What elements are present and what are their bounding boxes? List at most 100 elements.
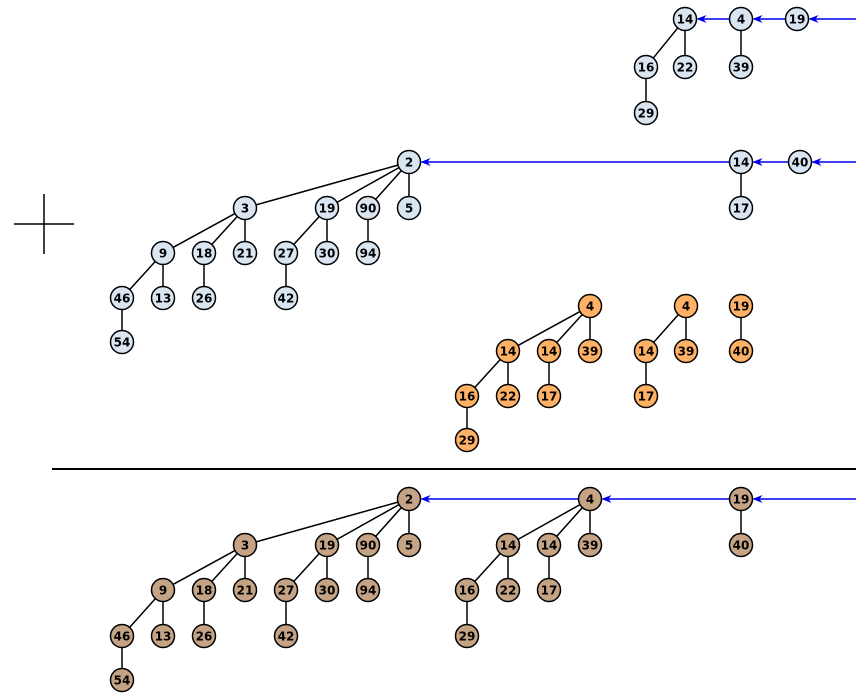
heap-node-d19b: 19 (728, 486, 754, 512)
node-circle (232, 532, 258, 558)
heap-node-d16: 16 (454, 577, 480, 603)
node-circle (273, 577, 299, 603)
tree-edges (121, 27, 742, 669)
node-key: 27 (278, 246, 295, 260)
node-key: 29 (638, 106, 655, 120)
node-key: 5 (405, 538, 413, 552)
node-key: 16 (638, 60, 655, 74)
node-key: 4 (737, 12, 745, 26)
node-key: 19 (319, 538, 336, 552)
node-key: 9 (159, 246, 167, 260)
node-key: 14 (733, 155, 750, 169)
node-circle (150, 285, 176, 311)
node-circle (536, 383, 562, 409)
tree-edge (336, 166, 400, 204)
tree-edge (556, 313, 583, 344)
node-circle (577, 293, 603, 319)
node-key: 54 (114, 335, 131, 349)
node-circle (633, 100, 659, 126)
node-key: 18 (196, 246, 213, 260)
node-circle (728, 149, 754, 175)
node-circle (232, 577, 258, 603)
tree-edge (211, 215, 238, 246)
tree-edge (172, 549, 236, 586)
node-key: 19 (733, 492, 750, 506)
heap-node-d90: 90 (355, 532, 381, 558)
tree-edge (129, 260, 156, 291)
heap-node-d14b: 14 (536, 532, 562, 558)
node-circle (191, 577, 217, 603)
node-key: 4 (586, 492, 594, 506)
node-key: 26 (196, 629, 213, 643)
tree-edge (517, 310, 581, 347)
tree-edge (293, 215, 320, 246)
node-circle (728, 338, 754, 364)
node-circle (536, 577, 562, 603)
tree-edge (172, 212, 236, 249)
node-key: 39 (582, 344, 599, 358)
node-key: 13 (155, 291, 172, 305)
node-circle (150, 577, 176, 603)
heap-node-d39: 39 (577, 532, 603, 558)
tree-edge (653, 314, 679, 343)
node-circle (355, 577, 381, 603)
node-circle (191, 240, 217, 266)
heap-node-b26: 26 (191, 285, 217, 311)
node-key: 40 (733, 344, 750, 358)
node-key: 39 (582, 538, 599, 552)
node-key: 42 (278, 291, 295, 305)
node-key: 2 (405, 492, 413, 506)
node-key: 17 (733, 201, 750, 215)
node-key: 94 (360, 246, 377, 260)
heap-node-d9: 9 (150, 577, 176, 603)
node-circle (109, 667, 135, 693)
heap-node-b17: 17 (728, 195, 754, 221)
node-key: 22 (500, 389, 517, 403)
node-circle (355, 195, 381, 221)
node-circle (728, 532, 754, 558)
node-key: 40 (733, 538, 750, 552)
heap-node-c17a: 17 (536, 383, 562, 409)
heap-node-b19: 19 (314, 195, 340, 221)
node-circle (273, 240, 299, 266)
heap-node-c14a: 14 (495, 338, 521, 364)
node-circle (454, 623, 480, 649)
node-circle (454, 427, 480, 453)
heap-node-c14b: 14 (536, 338, 562, 364)
node-circle (396, 486, 422, 512)
node-circle (577, 338, 603, 364)
node-key: 90 (360, 201, 377, 215)
heap-node-b27: 27 (273, 240, 299, 266)
heap-node-c16: 16 (454, 383, 480, 409)
heap-node-c40: 40 (728, 338, 754, 364)
node-circle (672, 6, 698, 32)
heap-node-d13: 13 (150, 623, 176, 649)
node-key: 18 (196, 583, 213, 597)
heap-node-b42: 42 (273, 285, 299, 311)
heap-node-c17b: 17 (633, 383, 659, 409)
heap-node-d54: 54 (109, 667, 135, 693)
tree-edge (129, 598, 156, 628)
node-circle (314, 240, 340, 266)
heap-node-d46: 46 (109, 623, 135, 649)
tree-edge (556, 507, 583, 537)
node-key: 14 (541, 344, 558, 358)
node-circle (633, 338, 659, 364)
node-circle (454, 383, 480, 409)
heap-node-a22: 22 (672, 54, 698, 80)
node-key: 16 (459, 583, 476, 597)
node-circle (109, 329, 135, 355)
node-circle (784, 6, 810, 32)
node-key: 46 (114, 629, 131, 643)
heap-node-d27: 27 (273, 577, 299, 603)
heap-node-d14a: 14 (495, 532, 521, 558)
node-circle (536, 338, 562, 364)
node-circle (109, 623, 135, 649)
node-circle (577, 532, 603, 558)
heap-node-d2: 2 (396, 486, 422, 512)
heap-node-a29: 29 (633, 100, 659, 126)
node-circle (536, 532, 562, 558)
node-circle (495, 532, 521, 558)
node-key: 14 (500, 538, 517, 552)
heap-node-c39a: 39 (577, 338, 603, 364)
